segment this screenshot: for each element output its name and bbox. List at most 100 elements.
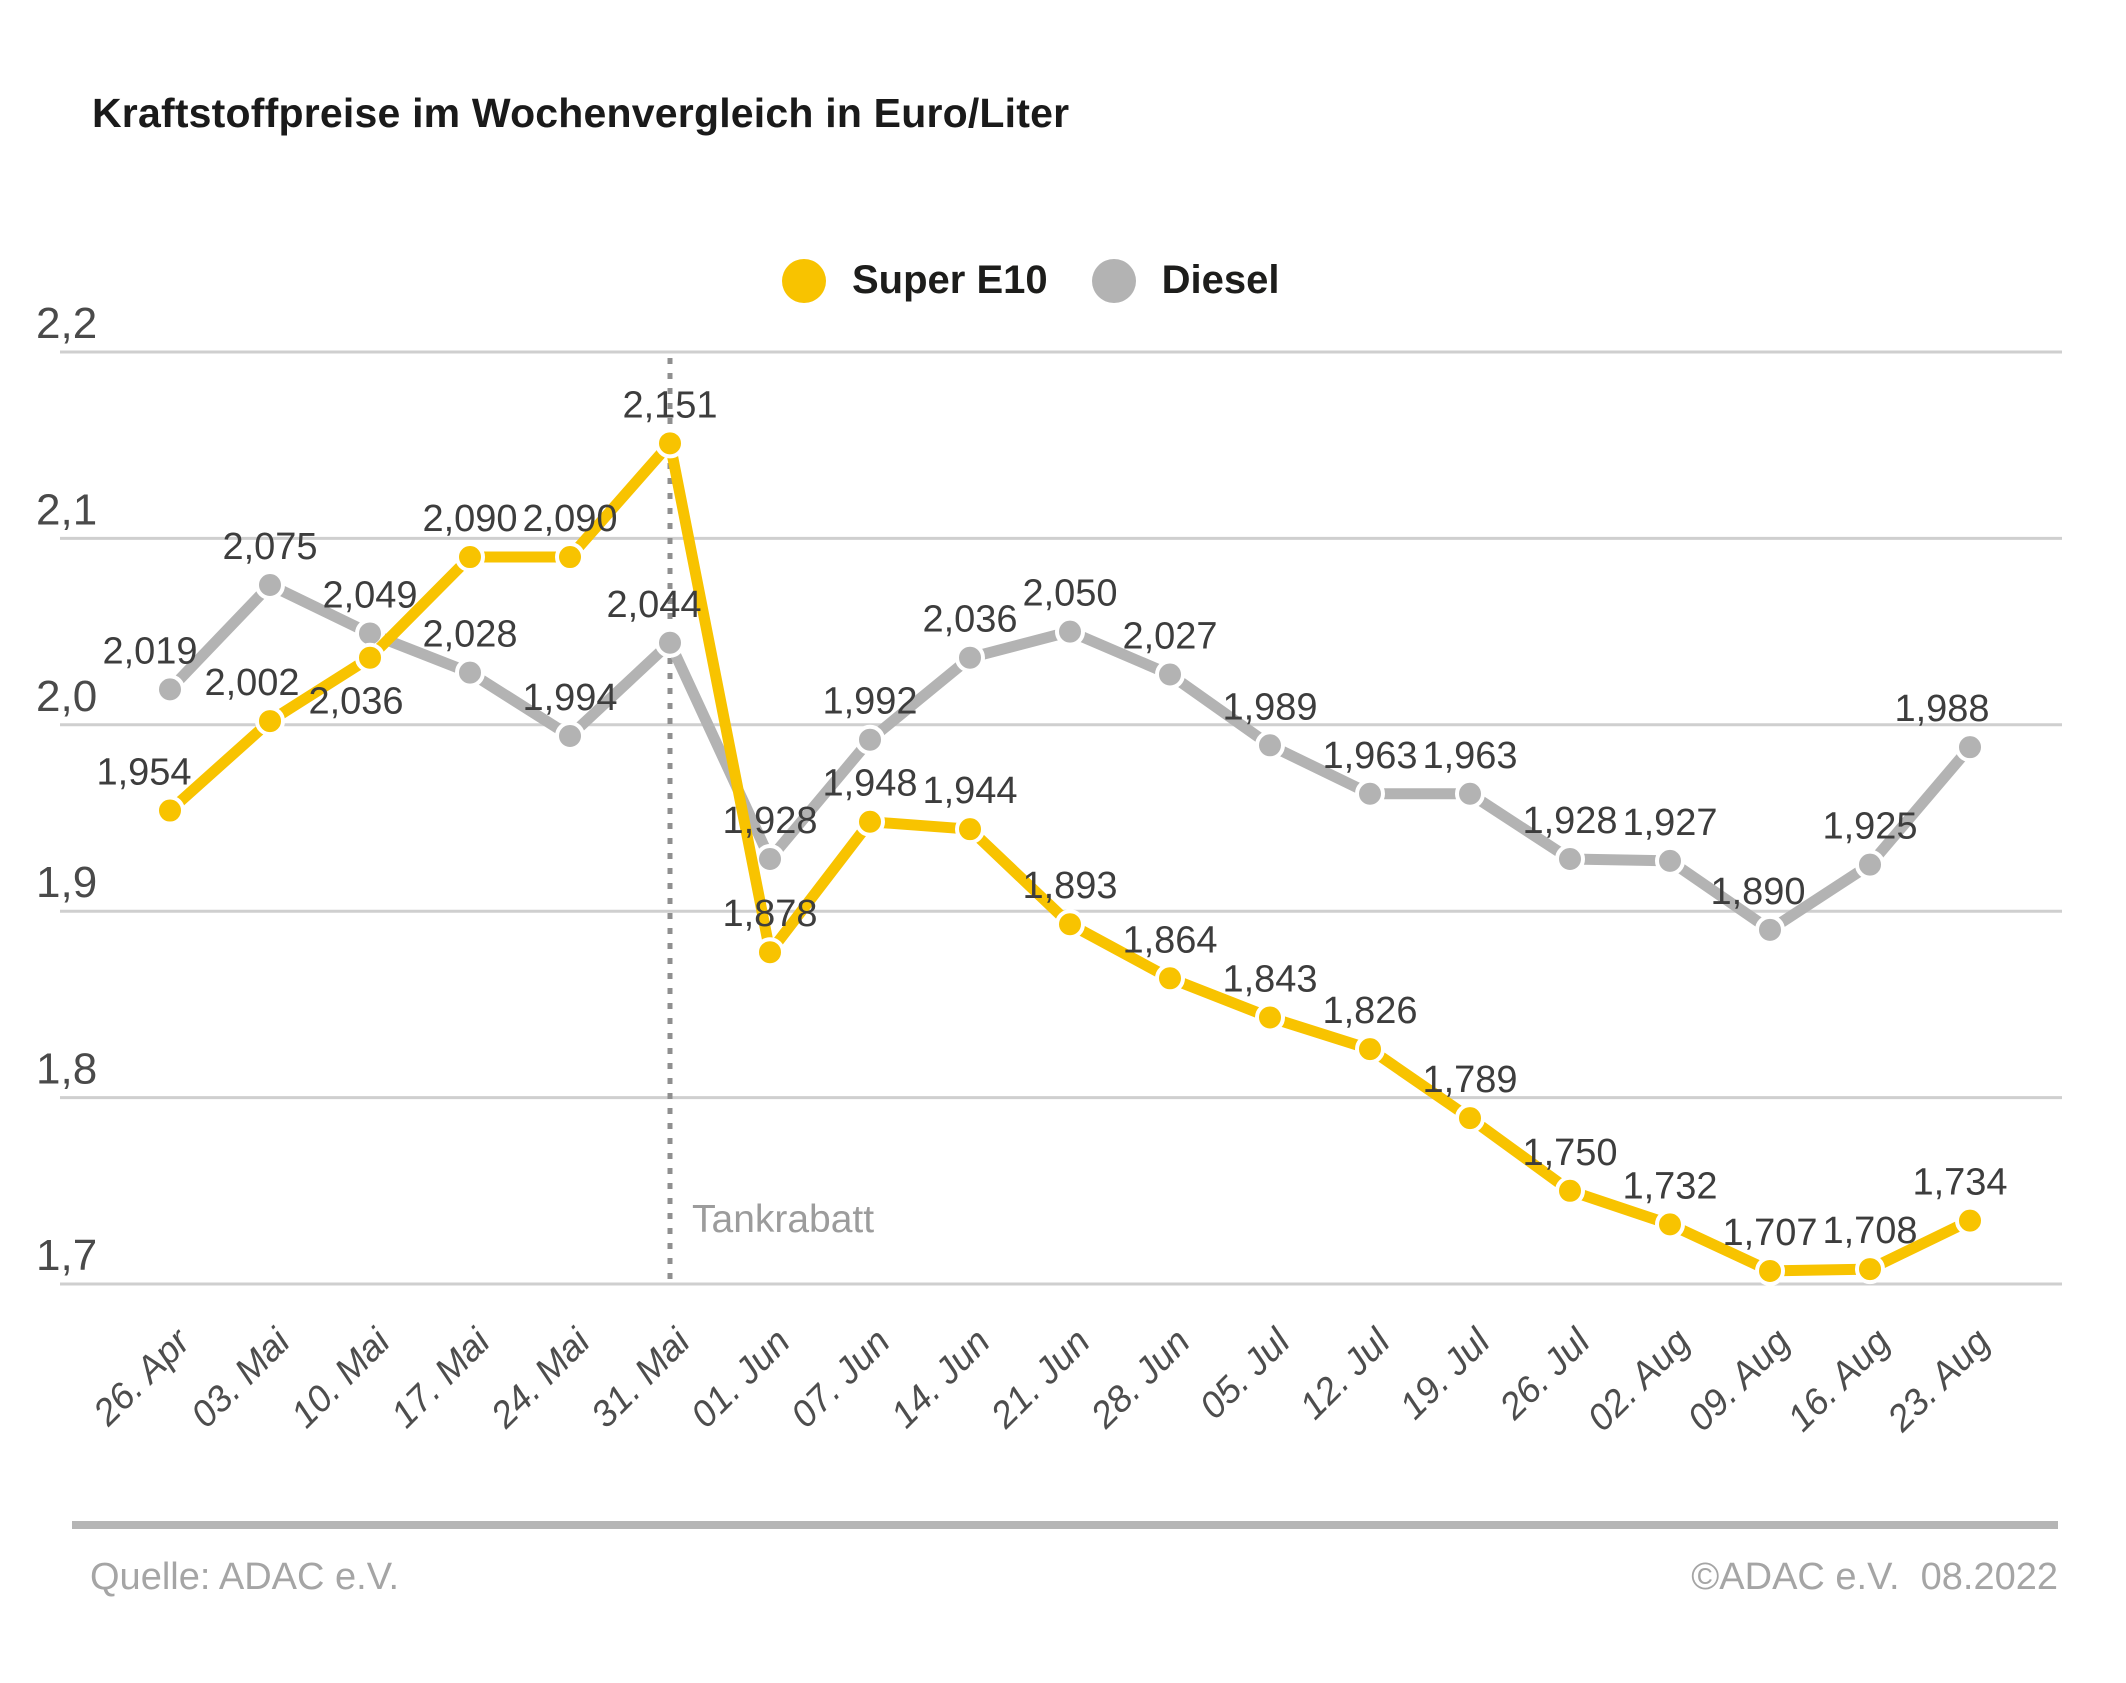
diesel-data-label: 1,890 [1710,871,1805,913]
diesel-point-marker [1855,849,1885,880]
x-axis-label: 28. Jun [1082,1321,1198,1437]
diesel-data-label: 1,925 [1822,806,1917,848]
diesel-data-label: 2,028 [422,614,517,656]
diesel-point-marker [555,720,585,751]
super-e10-point-marker [1255,1002,1285,1033]
super-e10-dot-icon [782,258,826,303]
super-e10-point-marker [555,542,585,573]
tankrabatt-annotation: Tankrabatt [692,1198,874,1241]
diesel-point-marker [1255,730,1285,761]
diesel-data-label: 1,963 [1422,735,1517,777]
diesel-data-label: 1,992 [822,681,917,723]
super-e10-data-label: 2,090 [422,498,517,540]
legend-item-diesel: Diesel [1091,258,1280,303]
super-e10-data-label: 1,944 [922,770,1017,812]
super-e10-data-label: 2,036 [308,681,403,723]
super-e10-point-marker [1455,1103,1485,1134]
super-e10-data-label: 1,826 [1322,990,1417,1032]
super-e10-point-marker [255,706,285,737]
x-axis-label: 19. Jul [1392,1319,1499,1426]
diesel-data-label: 1,989 [1222,686,1317,728]
super-e10-data-label: 1,954 [96,752,191,794]
footer-copyright: ©ADAC e.V. 08.2022 [1691,1556,2058,1598]
super-e10-data-label: 1,734 [1912,1162,2007,1204]
legend-label-diesel: Diesel [1161,258,1280,302]
y-axis-label: 2,2 [36,299,97,348]
x-axis-label: 17. Mai [383,1319,499,1435]
super-e10-data-label: 1,864 [1122,919,1217,961]
diesel-point-marker [1655,845,1685,876]
diesel-data-label: 2,075 [222,526,317,568]
super-e10-point-marker [1155,963,1185,994]
x-axis-label: 23. Aug [1879,1320,1998,1439]
x-axis-label: 03. Mai [183,1319,299,1435]
y-axis-label: 2,1 [36,485,97,534]
diesel-data-label: 2,019 [102,630,197,672]
super-e10-point-marker [1755,1255,1785,1286]
footer-divider [72,1521,2058,1529]
x-axis-label: 14. Jun [883,1321,998,1436]
legend-label-super-e10: Super E10 [852,258,1048,302]
footer-source: Quelle: ADAC e.V. [90,1556,400,1598]
super-e10-point-marker [1355,1034,1385,1065]
page-title: Kraftstoffpreise im Wochenvergleich in E… [92,90,1070,136]
diesel-point-marker [1155,659,1185,690]
y-axis-label: 2,0 [36,672,97,721]
super-e10-point-marker [1555,1175,1585,1206]
x-axis-label: 05. Jul [1192,1319,1299,1426]
x-axis-label: 24. Mai [482,1319,599,1436]
diesel-data-label: 2,036 [922,599,1017,641]
diesel-point-marker [755,844,785,875]
super-e10-data-label: 2,151 [622,384,717,426]
diesel-data-label: 1,928 [722,800,817,842]
x-axis-label: 10. Mai [283,1319,399,1435]
chart-legend: Super E10 Diesel [782,258,1280,303]
super-e10-point-marker [755,937,785,968]
diesel-dot-icon [1091,258,1136,303]
diesel-data-label: 1,988 [1894,688,1989,730]
diesel-point-marker [155,674,185,705]
x-axis-label: 09. Aug [1679,1320,1798,1439]
super-e10-data-label: 1,789 [1422,1059,1517,1101]
diesel-data-label: 1,994 [522,677,617,719]
diesel-data-label: 1,928 [1522,800,1617,842]
diesel-data-label: 1,963 [1322,735,1417,777]
x-axis-label: 12. Jul [1292,1319,1399,1426]
y-axis-label: 1,9 [36,858,97,907]
super-e10-data-label: 2,090 [522,498,617,540]
x-axis-label: 01. Jun [683,1321,798,1436]
diesel-point-marker [1355,778,1385,809]
diesel-point-marker [1455,778,1485,809]
super-e10-data-label: 1,708 [1822,1210,1917,1252]
y-axis-label: 1,7 [36,1231,97,1280]
super-e10-point-marker [455,542,485,573]
super-e10-point-marker [655,428,685,459]
diesel-data-label: 1,927 [1622,802,1717,844]
x-axis-label: 26. Apr [85,1319,199,1433]
diesel-point-marker [455,657,485,688]
super-e10-data-label: 1,893 [1022,865,1117,907]
diesel-point-marker [1055,616,1085,647]
super-e10-point-marker [155,795,185,826]
x-axis-label: 02. Aug [1579,1320,1698,1439]
diesel-point-marker [255,570,285,600]
legend-item-super-e10: Super E10 [782,258,1048,303]
diesel-data-label: 2,044 [606,584,701,626]
diesel-point-marker [1555,844,1585,875]
super-e10-point-marker [355,642,385,673]
diesel-data-label: 2,050 [1022,573,1117,615]
super-e10-data-label: 1,707 [1722,1212,1817,1254]
x-axis-label: 21. Jun [982,1321,1098,1437]
super-e10-data-label: 1,948 [822,763,917,805]
super-e10-point-marker [1055,909,1085,940]
super-e10-point-marker [1855,1254,1885,1285]
x-axis-label: 07. Jun [783,1321,898,1436]
super-e10-data-label: 1,732 [1622,1165,1717,1207]
super-e10-data-label: 1,750 [1522,1132,1617,1174]
super-e10-data-label: 1,878 [722,893,817,935]
diesel-point-marker [1955,732,1985,763]
super-e10-point-marker [1655,1209,1685,1240]
x-axis-label: 31. Mai [583,1319,699,1435]
